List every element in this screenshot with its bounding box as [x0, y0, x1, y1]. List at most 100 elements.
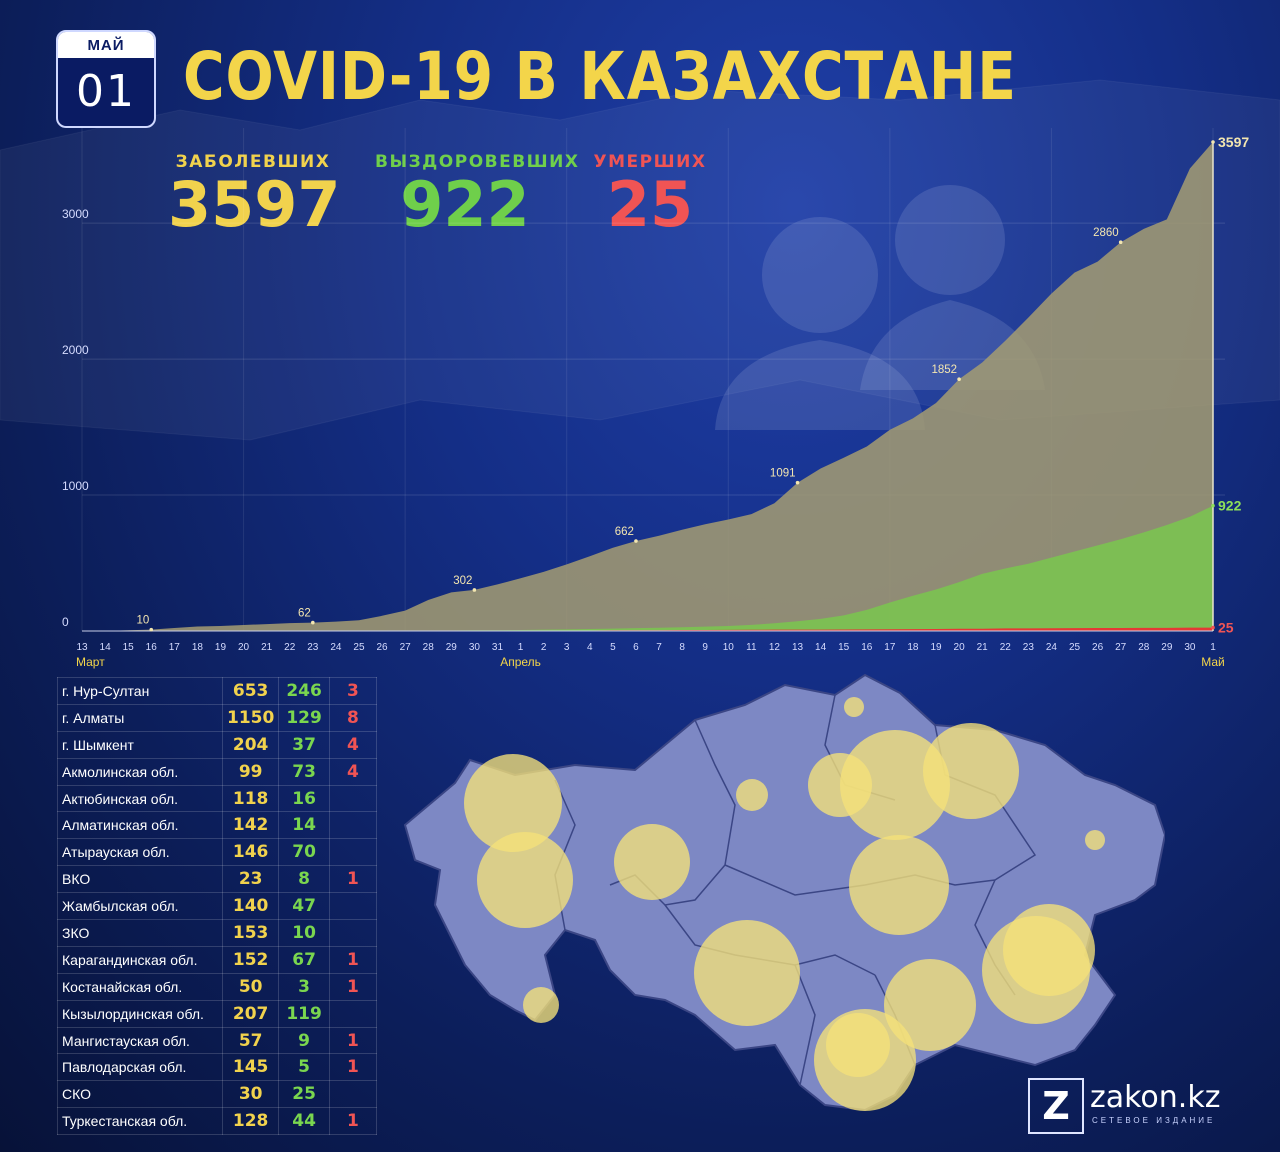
bubble-atyrau: [477, 832, 573, 928]
date-day: 01: [76, 65, 136, 117]
region-recovered: 119: [278, 999, 330, 1028]
x-tick-label: 12: [769, 642, 781, 653]
data-label: 3597: [1218, 134, 1249, 150]
x-tick-label: 28: [1138, 642, 1150, 653]
table-row: Мангистауская обл. 57 9 1: [57, 1026, 378, 1055]
region-name: Жамбылская обл.: [57, 892, 223, 921]
data-point: [149, 627, 154, 632]
date-month: МАЙ: [58, 32, 154, 58]
region-recovered: 67: [278, 945, 330, 974]
data-label: 1091: [770, 468, 796, 480]
table-row: г. Шымкент 204 37 4: [57, 730, 378, 759]
region-cases: 30: [221, 1080, 280, 1109]
y-tick-label: 3000: [62, 207, 89, 221]
logo-name: zakon.kz: [1090, 1080, 1221, 1115]
region-cases: 146: [221, 838, 280, 867]
region-cases: 153: [221, 919, 280, 947]
zakon-logo[interactable]: Z zakon.kz СЕТЕВОЕ ИЗДАНИЕ: [1028, 1078, 1228, 1134]
bubble-aktobe: [614, 824, 690, 900]
table-row: Атырауская обл. 146 70: [57, 838, 378, 867]
region-cases: 50: [221, 972, 280, 1001]
region-name: Атырауская обл.: [57, 838, 223, 867]
region-deaths: 1: [328, 1107, 378, 1136]
data-point: [634, 539, 638, 543]
kazakhstan-map: [403, 673, 1165, 1112]
month-label: Март: [76, 655, 105, 669]
table-row: Костанайская обл. 50 3 1: [57, 972, 378, 1001]
region-recovered: 3: [278, 972, 330, 1001]
table-row: г. Нур-Султан 653 246 3: [57, 677, 378, 705]
region-cases: 140: [221, 892, 280, 921]
y-tick-label: 2000: [62, 343, 89, 357]
stat-deaths: УМЕРШИХ 25: [590, 152, 710, 237]
region-recovered: 73: [278, 757, 330, 786]
month-label: Апрель: [500, 655, 541, 669]
region-deaths: [328, 999, 378, 1028]
data-label: 2860: [1093, 227, 1119, 239]
region-recovered: 44: [278, 1107, 330, 1136]
x-tick-label: 30: [469, 642, 481, 653]
regions-table: г. Нур-Султан 653 246 3 г. Алматы 1150 129 8 г. …: [57, 677, 378, 1136]
x-tick-label: 23: [307, 642, 319, 653]
region-recovered: 14: [278, 811, 330, 840]
region-deaths: [328, 811, 378, 840]
region-name: Актюбинская обл.: [57, 784, 223, 813]
bubble-kostanay: [736, 779, 768, 811]
date-badge: МАЙ 01: [56, 30, 156, 128]
region-deaths: [328, 838, 378, 867]
x-tick-label: 1: [518, 642, 524, 653]
data-label: 662: [615, 526, 634, 538]
x-tick-label: 17: [169, 642, 181, 653]
bubble-karaganda: [849, 835, 949, 935]
x-tick-label: 14: [815, 642, 827, 653]
x-tick-label: 26: [1092, 642, 1104, 653]
region-recovered: 9: [278, 1026, 330, 1055]
bubble-zhambyl: [884, 959, 976, 1051]
region-name: г. Нур-Султан: [57, 677, 223, 705]
x-tick-label: 29: [446, 642, 458, 653]
region-cases: 128: [221, 1107, 280, 1136]
bubble-sko: [844, 697, 864, 717]
region-deaths: [328, 919, 378, 947]
region-cases: 99: [221, 757, 280, 786]
x-tick-label: 21: [977, 642, 989, 653]
data-point: [1211, 140, 1215, 144]
data-point: [1118, 240, 1123, 244]
x-tick-label: 20: [954, 642, 966, 653]
logo-subtitle: СЕТЕВОЕ ИЗДАНИЕ: [1092, 1116, 1216, 1125]
page-title: COVID-19 В КАЗАХСТАНЕ: [183, 38, 1017, 115]
region-name: СКО: [57, 1080, 223, 1109]
region-recovered: 8: [278, 865, 330, 894]
x-tick-label: 27: [1115, 642, 1127, 653]
region-name: ЗКО: [57, 919, 223, 947]
x-tick-label: 13: [76, 642, 88, 653]
x-tick-label: 7: [656, 642, 662, 653]
x-tick-label: 2: [541, 642, 547, 653]
region-recovered: 47: [278, 892, 330, 921]
y-tick-label: 1000: [62, 479, 89, 493]
logo-mark: Z: [1028, 1078, 1084, 1134]
x-tick-label: 1: [1210, 642, 1216, 653]
x-tick-label: 30: [1184, 642, 1196, 653]
table-row: Кызылординская обл. 207 119: [57, 999, 378, 1028]
data-point: [957, 377, 961, 382]
region-name: Костанайская обл.: [57, 972, 223, 1001]
region-name: Мангистауская обл.: [57, 1026, 223, 1055]
bubble-shymkent: [826, 1013, 890, 1077]
region-recovered: 70: [278, 838, 330, 867]
x-tick-label: 22: [284, 642, 296, 653]
x-tick-label: 6: [633, 642, 639, 653]
table-row: Актюбинская обл. 118 16: [57, 784, 378, 813]
x-tick-label: 23: [1023, 642, 1035, 653]
bubble-kyzylorda: [694, 920, 800, 1026]
table-row: Жамбылская обл. 140 47: [57, 892, 378, 921]
region-deaths: 1: [328, 1053, 378, 1082]
bubble-vko: [1085, 830, 1105, 850]
series-cases-area: [82, 142, 1213, 631]
region-deaths: [328, 1080, 378, 1109]
x-tick-label: 24: [330, 642, 342, 653]
region-recovered: 25: [278, 1080, 330, 1109]
stat-recovered: ВЫЗДОРОВЕВШИХ 922: [375, 152, 578, 237]
region-name: Акмолинская обл.: [57, 757, 223, 786]
region-recovered: 5: [278, 1053, 330, 1082]
